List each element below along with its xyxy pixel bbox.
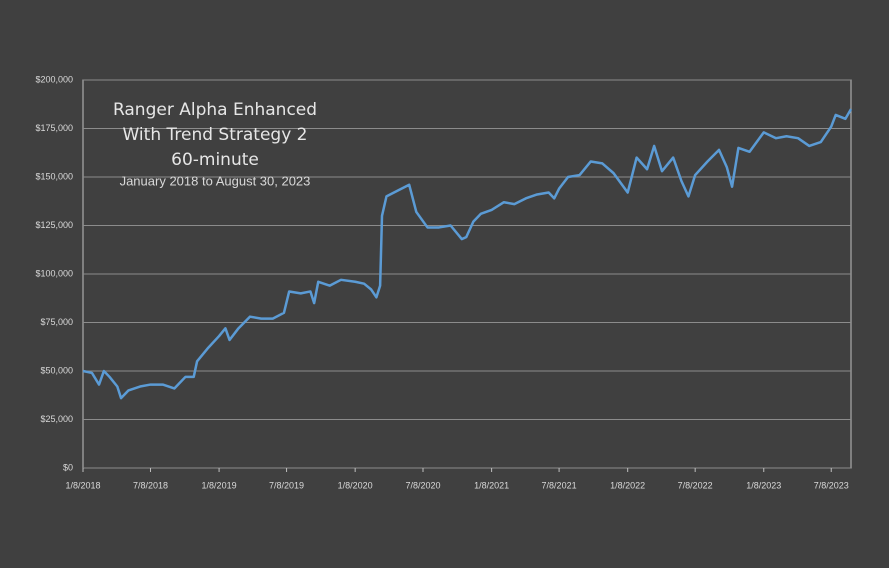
x-tick-label: 7/8/2019 [269,480,304,490]
chart-title: Ranger Alpha Enhanced [113,100,317,120]
x-tick-label: 1/8/2019 [202,480,237,490]
y-tick-label: $150,000 [35,171,73,181]
x-tick-label: 1/8/2018 [65,480,100,490]
chart-subtitle: January 2018 to August 30, 2023 [120,173,311,188]
x-tick-label: 1/8/2022 [610,480,645,490]
x-tick-label: 1/8/2023 [746,480,781,490]
y-tick-label: $0 [63,462,73,472]
grid [82,79,851,472]
y-tick-label: $200,000 [35,74,73,84]
y-tick-label: $75,000 [40,317,73,327]
y-tick-label: $50,000 [40,365,73,375]
series-line [82,108,853,400]
x-tick-label: 7/8/2020 [405,480,440,490]
x-tick-label: 7/8/2021 [542,480,577,490]
x-tick-label: 1/8/2020 [338,480,373,490]
chart-title: 60-minute [171,150,259,170]
chart-title: With Trend Strategy 2 [123,125,308,145]
y-tick-label: $175,000 [35,123,73,133]
y-tick-label: $25,000 [40,414,73,424]
x-tick-label: 7/8/2023 [814,480,849,490]
x-tick-label: 1/8/2021 [474,480,509,490]
y-tick-label: $100,000 [35,268,73,278]
x-tick-label: 7/8/2018 [133,480,168,490]
y-tick-label: $125,000 [35,220,73,230]
x-tick-label: 7/8/2022 [678,480,713,490]
series [82,108,853,400]
axis-labels: $0 $25,000 $50,000 $75,000 $100,000 $125,000 $… [35,74,848,490]
